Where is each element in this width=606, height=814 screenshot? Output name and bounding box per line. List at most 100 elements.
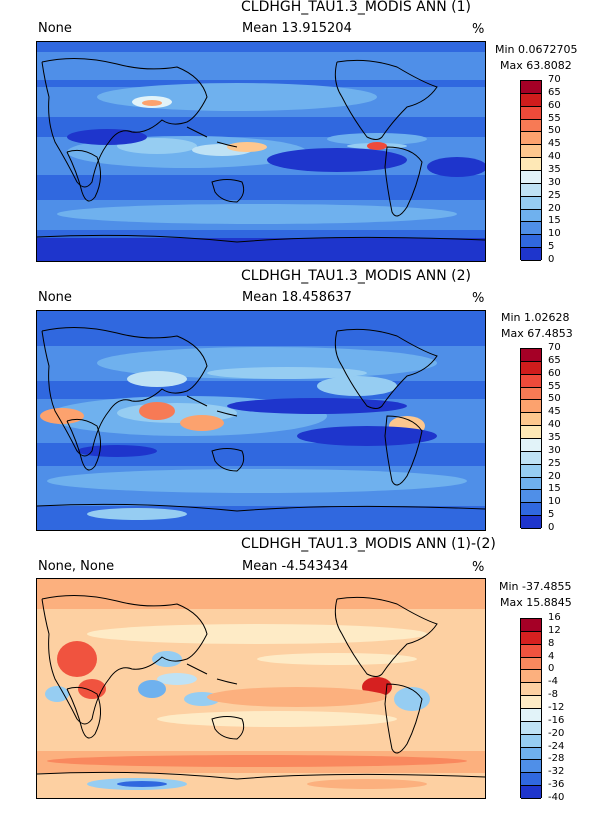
panel1-title: CLDHGH_TAU1.3_MODIS ANN (1) <box>241 0 471 15</box>
colorbar-swatch <box>521 182 541 196</box>
colorbar-tick-label: 10 <box>548 228 561 240</box>
colorbar-tick-label: 0 <box>548 663 555 675</box>
colorbar-tick-label: 45 <box>548 138 561 150</box>
colorbar-swatch <box>521 386 541 400</box>
colorbar-tick-label: -20 <box>548 727 565 739</box>
colorbar-swatch <box>521 195 541 209</box>
colorbar-tick-label: 20 <box>548 202 561 214</box>
colorbar-tick-label: 16 <box>548 612 561 623</box>
colorbar-swatch <box>521 105 541 119</box>
colorbar-tick-label: 55 <box>548 112 561 124</box>
colorbar-tick-label: -24 <box>548 740 565 752</box>
colorbar-tick-label: 70 <box>548 342 561 353</box>
panel2-max: Max 67.4853 <box>501 327 573 340</box>
colorbar-tick-label: 15 <box>548 483 561 495</box>
panel2-units: % <box>472 291 485 306</box>
colorbar-tick-label: 40 <box>548 151 561 163</box>
colorbar-swatch <box>521 759 541 773</box>
colorbar-tick-label: 60 <box>548 99 561 111</box>
colorbar-tick-label: -28 <box>548 753 565 765</box>
colorbar-tick-label: 40 <box>548 419 561 431</box>
colorbar-tick-label: -8 <box>548 689 558 701</box>
colorbar-tick-label: 8 <box>548 637 555 649</box>
colorbar-tick-label: 5 <box>548 509 555 521</box>
panel3-map-field <box>37 579 485 798</box>
colorbar-swatch <box>521 720 541 734</box>
colorbar-tick-label: 15 <box>548 215 561 227</box>
colorbar-tick-label: 65 <box>548 354 561 366</box>
colorbar-swatch <box>521 476 541 490</box>
colorbar-tick-label: 65 <box>548 86 561 98</box>
colorbar-swatch <box>521 630 541 644</box>
colorbar-swatch <box>521 118 541 132</box>
panel3-map <box>36 578 486 799</box>
colorbar-swatch <box>521 785 541 798</box>
colorbar-tick-label: 35 <box>548 432 561 443</box>
colorbar-tick-label: 0 <box>548 522 555 533</box>
colorbar-tick-label: 0 <box>548 254 555 265</box>
colorbar-swatch <box>521 695 541 708</box>
colorbar-swatch <box>521 234 541 248</box>
colorbar-swatch <box>521 515 541 528</box>
colorbar-swatch <box>521 131 541 145</box>
colorbar-tick-label: -16 <box>548 714 565 726</box>
colorbar-swatch <box>521 450 541 464</box>
panel2-title: CLDHGH_TAU1.3_MODIS ANN (2) <box>241 268 471 284</box>
colorbar-tick-label: -12 <box>548 702 565 713</box>
colorbar-swatch <box>521 425 541 438</box>
colorbar-swatch <box>521 412 541 426</box>
panel1-colorbar-boxes <box>520 80 542 261</box>
panel1-map <box>36 41 486 262</box>
colorbar-swatch <box>521 208 541 222</box>
colorbar-tick-label: 12 <box>548 624 561 636</box>
panel2-left-label: None <box>38 290 72 305</box>
panel1-units: % <box>472 22 485 37</box>
colorbar-swatch <box>521 746 541 760</box>
panel1-map-field <box>37 42 485 261</box>
colorbar-swatch <box>521 502 541 516</box>
panel3-units: % <box>472 560 485 575</box>
colorbar-tick-label: 25 <box>548 189 561 201</box>
panel3-title: CLDHGH_TAU1.3_MODIS ANN (1)-(2) <box>241 536 496 552</box>
colorbar-swatch <box>521 708 541 721</box>
panel2-colorbar: 70 65 60 55 50 45 40 35 30 25 20 15 10 5 0 <box>520 343 580 533</box>
colorbar-swatch <box>521 348 541 361</box>
colorbar-tick-label: 35 <box>548 164 561 175</box>
colorbar-tick-label: -40 <box>548 792 565 803</box>
colorbar-swatch <box>521 144 541 158</box>
colorbar-swatch <box>521 157 541 170</box>
colorbar-swatch <box>521 656 541 670</box>
colorbar-tick-label: 30 <box>548 444 561 456</box>
colorbar-tick-label: 55 <box>548 380 561 392</box>
colorbar-tick-label: 45 <box>548 406 561 418</box>
colorbar-swatch <box>521 438 541 451</box>
colorbar-tick-label: 60 <box>548 367 561 379</box>
colorbar-tick-label: 70 <box>548 74 561 85</box>
colorbar-swatch <box>521 618 541 631</box>
colorbar-swatch <box>521 247 541 260</box>
colorbar-tick-label: -32 <box>548 766 565 778</box>
panel3-left-label: None, None <box>38 559 115 574</box>
panel2-map-field <box>37 311 485 530</box>
colorbar-swatch <box>521 643 541 657</box>
panel3-colorbar-boxes <box>520 618 542 799</box>
colorbar-tick-label: -4 <box>548 676 558 688</box>
panel2-mean: Mean 18.458637 <box>242 290 352 305</box>
colorbar-tick-label: 4 <box>548 650 555 662</box>
colorbar-tick-label: 50 <box>548 393 561 405</box>
panel3-min: Min -37.4855 <box>499 580 572 593</box>
colorbar-swatch <box>521 669 541 683</box>
colorbar-tick-label: 5 <box>548 241 555 253</box>
colorbar-tick-label: -36 <box>548 779 565 791</box>
colorbar-swatch <box>521 463 541 477</box>
colorbar-swatch <box>521 80 541 93</box>
panel2-colorbar-boxes <box>520 348 542 529</box>
colorbar-tick-label: 30 <box>548 176 561 188</box>
colorbar-swatch <box>521 170 541 183</box>
colorbar-swatch <box>521 772 541 786</box>
panel2-min: Min 1.02628 <box>501 311 570 324</box>
colorbar-swatch <box>521 733 541 747</box>
colorbar-swatch <box>521 489 541 503</box>
panel2-map <box>36 310 486 531</box>
colorbar-tick-label: 10 <box>548 496 561 508</box>
